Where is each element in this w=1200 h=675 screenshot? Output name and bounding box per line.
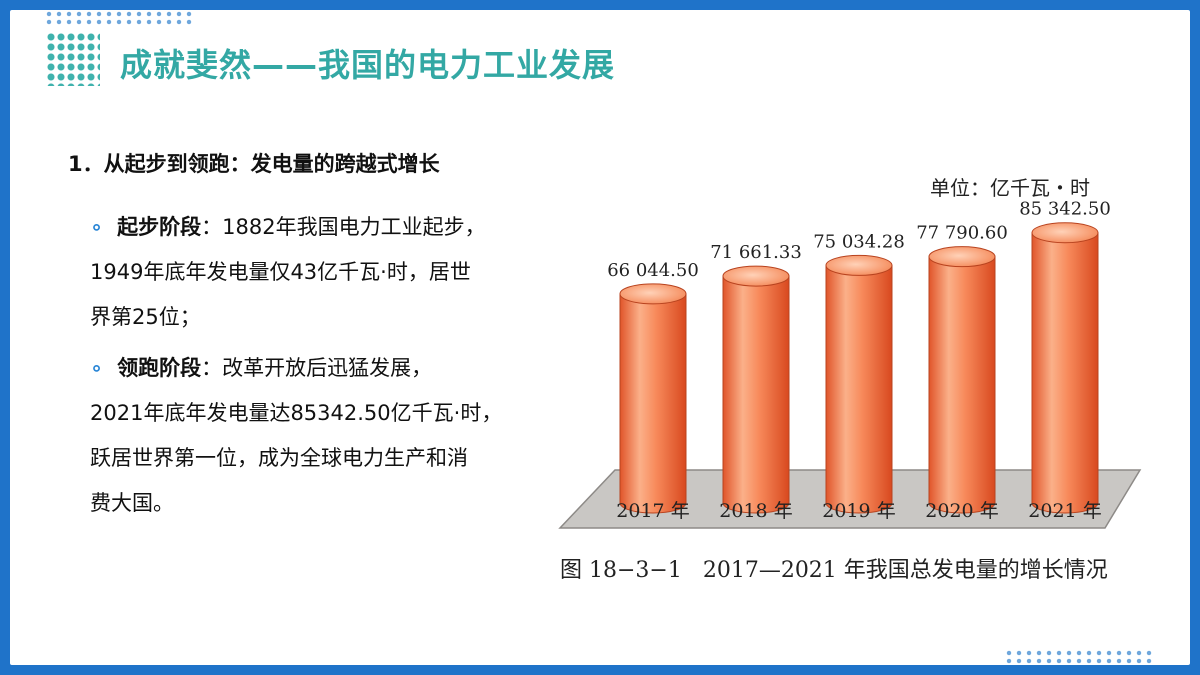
bar-cylinder: [1031, 232, 1099, 514]
category-tick-label: 2019 年: [822, 500, 895, 522]
bar-cylinder-top: [1031, 222, 1099, 244]
bullet-text: ：改革开放后迅猛发展，: [201, 356, 433, 380]
data-label: 85 342.50: [1019, 199, 1111, 220]
bullet-label: 领跑阶段: [117, 356, 202, 380]
bullet-line: 2021年底年发电量达85342.50亿千瓦·时，: [90, 401, 503, 425]
slide-title: 成就斐然——我国的电力工业发展: [120, 46, 616, 84]
bullet-line: 1949年底年发电量仅43亿千瓦·时，居世: [90, 260, 471, 284]
bullet-line: 界第25位；: [90, 305, 201, 329]
category-tick-label: 2018 年: [719, 500, 792, 522]
bullet-start-stage: ∘ 起步阶段：1882年我国电力工业起步， 1949年底年发电量仅43亿千瓦·时，…: [90, 205, 560, 340]
decorative-dot-pattern-bottom: [1004, 649, 1154, 665]
chart-caption: 图 18−3−1 2017—2021 年我国总发电量的增长情况: [560, 558, 1108, 583]
decorative-dot-pattern-top: [44, 10, 194, 26]
bullet-line: ∘ 领跑阶段：改革开放后迅猛发展，: [90, 346, 560, 391]
bullet-text: ：1882年我国电力工业起步，: [201, 215, 486, 239]
bar-cylinder: [825, 264, 893, 514]
data-label: 77 790.60: [916, 223, 1008, 244]
chart-figure: 单位：亿千瓦・时 66 044.50 2017 年 71 661.33 2018 年 7…: [540, 160, 1160, 600]
bar-cylinder: [619, 293, 687, 514]
category-tick-label: 2021 年: [1028, 500, 1101, 522]
bar-cylinder-top: [722, 265, 790, 287]
chart-unit-label: 单位：亿千瓦・时: [930, 176, 1090, 200]
bullet-marker-icon: ∘: [90, 215, 104, 239]
bullet-line: 费大国。: [90, 491, 174, 515]
category-tick-label: 2017 年: [616, 500, 689, 522]
bar-cylinder-top: [928, 246, 996, 268]
bar-cylinder: [928, 256, 996, 514]
data-label: 75 034.28: [813, 231, 905, 252]
bullet-label: 起步阶段: [117, 215, 202, 239]
bullet-marker-icon: ∘: [90, 356, 104, 380]
title-dot-icon: [46, 32, 100, 86]
bullet-line: 跃居世界第一位，成为全球电力生产和消: [90, 446, 468, 470]
data-label: 71 661.33: [710, 242, 802, 263]
slide-frame: 成就斐然——我国的电力工业发展 1．从起步到领跑：发电量的跨越式增长 ∘ 起步阶段…: [10, 10, 1190, 665]
bullet-lead-stage: ∘ 领跑阶段：改革开放后迅猛发展， 2021年底年发电量达85342.50亿千瓦·…: [90, 346, 560, 526]
section-heading: 1．从起步到领跑：发电量的跨越式增长: [68, 152, 440, 176]
bar-cylinder-top: [825, 254, 893, 276]
chart-svg: 66 044.50 2017 年 71 661.33 2018 年 75 034.28 2…: [558, 199, 1142, 529]
data-label: 66 044.50: [607, 260, 699, 281]
bullet-line: ∘ 起步阶段：1882年我国电力工业起步，: [90, 205, 560, 250]
bar-cylinder: [722, 275, 790, 514]
category-tick-label: 2020 年: [925, 500, 998, 522]
bar-cylinder-top: [619, 283, 687, 305]
